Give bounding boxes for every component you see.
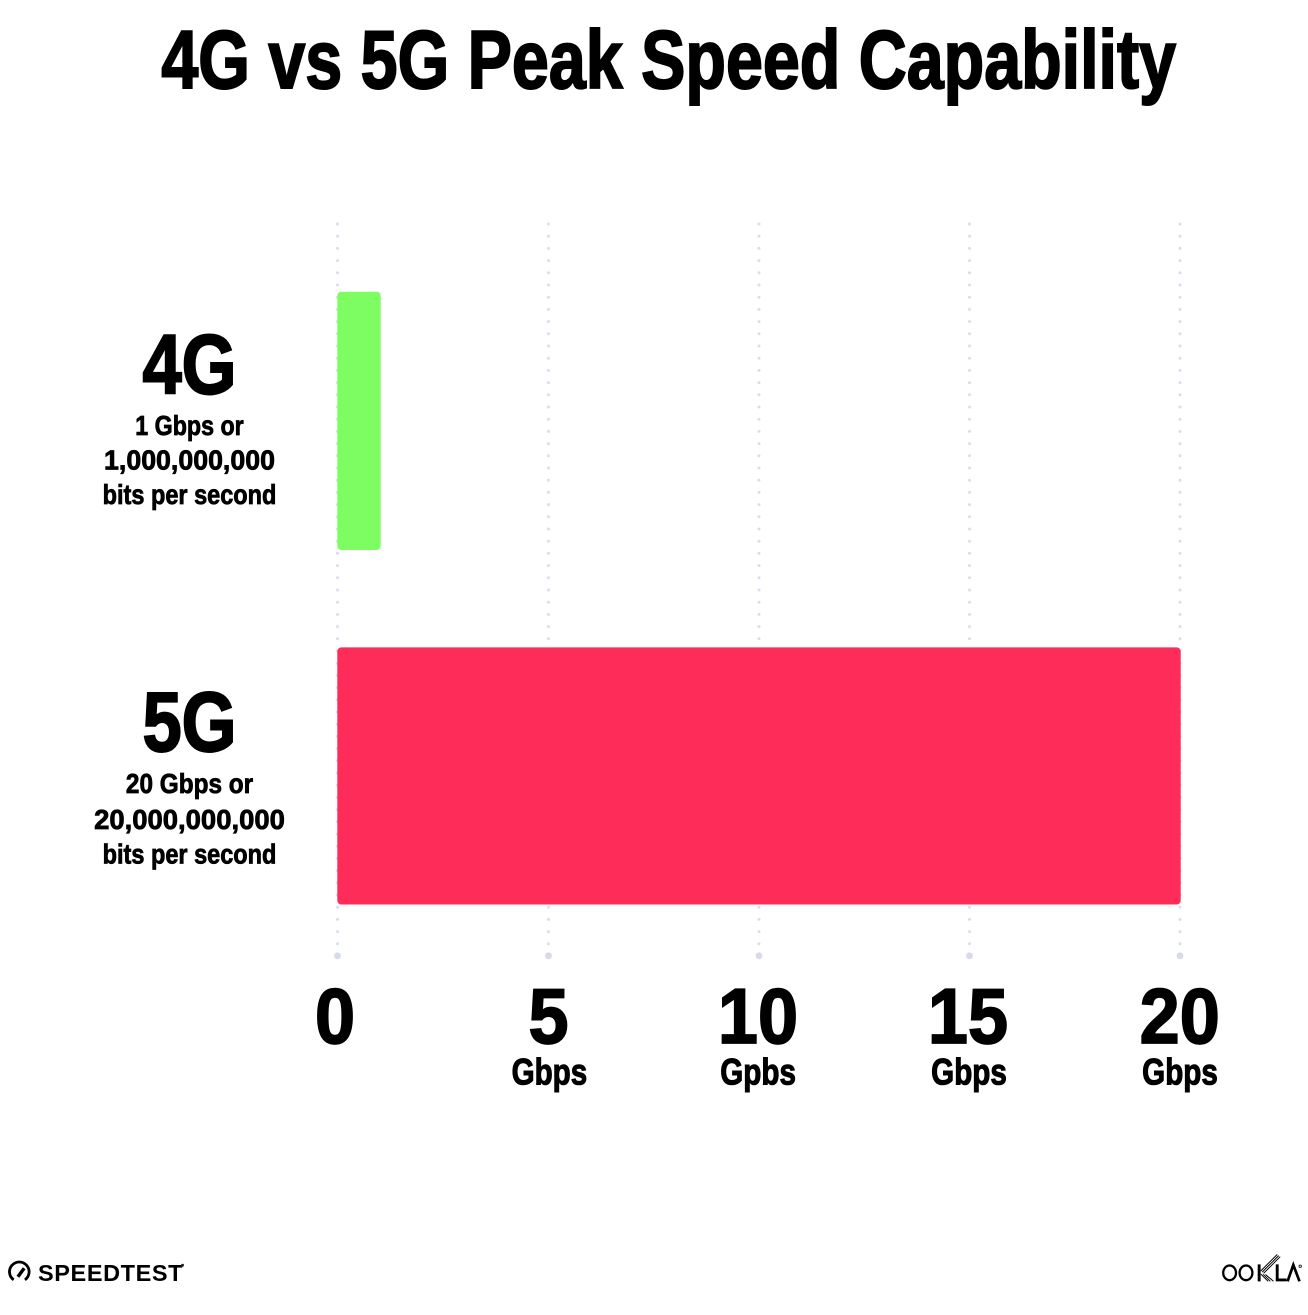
svg-text:5G: 5G <box>142 676 236 769</box>
svg-text:20: 20 <box>1140 973 1220 1060</box>
svg-text:20,000,000,000: 20,000,000,000 <box>94 804 285 835</box>
svg-text:5: 5 <box>528 973 568 1060</box>
svg-text:bits per second: bits per second <box>103 480 277 510</box>
svg-text:20 Gbps or: 20 Gbps or <box>126 767 253 799</box>
svg-text:SPEEDTEST: SPEEDTEST <box>38 1260 183 1286</box>
svg-text:10: 10 <box>718 973 798 1060</box>
svg-text:1,000,000,000: 1,000,000,000 <box>104 444 275 476</box>
svg-text:Gbps: Gbps <box>931 1052 1007 1093</box>
svg-text:Gbps: Gbps <box>1142 1052 1218 1093</box>
svg-text:Gbps: Gbps <box>512 1052 588 1093</box>
svg-text:4G: 4G <box>142 319 236 412</box>
svg-text:0: 0 <box>315 973 355 1060</box>
svg-text:1 Gbps or: 1 Gbps or <box>135 411 243 441</box>
svg-text:bits per second: bits per second <box>103 839 277 869</box>
svg-text:4G vs 5G Peak Speed Capability: 4G vs 5G Peak Speed Capability <box>161 13 1176 106</box>
svg-text:15: 15 <box>928 973 1008 1060</box>
svg-text:Gpbs: Gpbs <box>720 1052 796 1093</box>
